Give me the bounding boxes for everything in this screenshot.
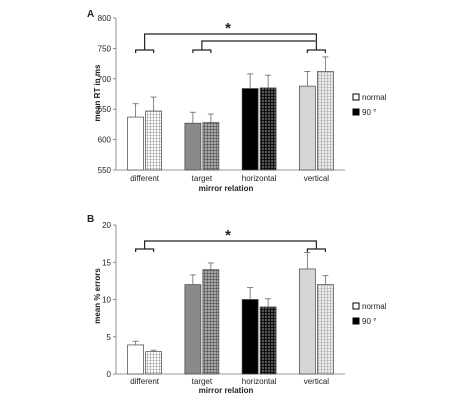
legend-a-90-label: 90 °: [362, 108, 376, 117]
panel-b-bars: [127, 240, 334, 375]
legend-b-normal-swatch: [352, 302, 360, 310]
bar-a-horizontal-90: [259, 87, 277, 171]
bar-a-different-normal: [127, 116, 144, 171]
panel-a-letter: A: [87, 9, 94, 20]
legend-b-90-label: 90 °: [362, 317, 376, 326]
panel-a-ylabel: mean RT in ms: [93, 64, 102, 121]
panel-a-legend: normal 90 °: [352, 93, 387, 117]
panel-b: B mean % errors mirror relation * 0 5 10 15…: [87, 214, 387, 395]
bar-b-horizontal-normal: [241, 299, 259, 375]
panel-b-category-labels: different target horizontal vertical: [130, 377, 329, 386]
legend-b-90-swatch: [352, 317, 360, 325]
panel-a-ytick-label: 750: [98, 44, 112, 53]
panel-a-ytick-label: 700: [98, 75, 112, 84]
category-label-vertical: vertical: [304, 377, 330, 386]
legend-a-normal-label: normal: [362, 93, 387, 102]
significance-bracket-inner: [201, 40, 316, 50]
category-label-different: different: [130, 377, 160, 386]
panel-b-ytick-label: 0: [107, 370, 112, 379]
category-label-horizontal: horizontal: [242, 377, 277, 386]
panel-a-xlabel: mirror relation: [199, 184, 254, 193]
panel-b-significance-star: *: [225, 227, 231, 244]
panel-a: A mean RT in ms mirror relation * 550 600…: [87, 9, 387, 193]
category-label-target: target: [192, 377, 213, 386]
category-label-target: target: [192, 174, 213, 183]
panel-a-category-labels: different target horizontal vertical: [130, 174, 329, 183]
significance-bracket-small-2: [306, 49, 326, 53]
bar-b-target-90: [202, 269, 220, 375]
panel-b-ytick-label: 20: [102, 221, 111, 230]
significance-bracket-small-0: [135, 49, 155, 53]
bar-b-vertical-90: [317, 284, 334, 375]
panel-b-xlabel: mirror relation: [199, 386, 254, 395]
panel-a-bars: [127, 33, 334, 171]
bar-a-horizontal-normal: [241, 88, 259, 171]
panel-b-ytick-label: 15: [102, 258, 111, 267]
bar-b-different-normal: [127, 344, 144, 375]
panel-b-ytick-label: 10: [102, 296, 111, 305]
panel-a-ytick-label: 550: [98, 166, 112, 175]
bar-a-target-normal: [184, 122, 202, 171]
category-label-different: different: [130, 174, 160, 183]
legend-a-normal-swatch: [352, 93, 360, 101]
bar-b-different-90: [145, 351, 162, 375]
bar-a-vertical-90: [317, 71, 334, 171]
bar-a-vertical-normal: [299, 85, 316, 171]
panel-a-ytick-label: 600: [98, 136, 112, 145]
legend-a-90-swatch: [352, 108, 360, 116]
bar-b-target-normal: [184, 284, 202, 375]
panel-a-significance-star: *: [225, 20, 231, 37]
category-label-vertical: vertical: [304, 174, 330, 183]
panel-a-ytick-label: 800: [98, 14, 112, 23]
bar-a-different-90: [145, 110, 162, 171]
panel-b-letter: B: [87, 214, 94, 225]
bar-b-horizontal-90: [259, 306, 277, 375]
bar-b-vertical-normal: [299, 268, 316, 375]
panel-b-ylabel: mean % errors: [93, 268, 102, 324]
significance-bracket-outer: [144, 33, 317, 50]
significance-bracket-small-b-0: [135, 248, 155, 252]
significance-bracket-small-1: [192, 49, 212, 53]
panel-b-ytick-label: 5: [107, 333, 112, 342]
significance-bracket-outer-b: [144, 240, 317, 249]
bar-a-target-90: [202, 122, 220, 171]
category-label-horizontal: horizontal: [242, 174, 277, 183]
panel-a-ytick-label: 650: [98, 105, 112, 114]
legend-b-normal-label: normal: [362, 302, 387, 311]
panel-b-legend: normal 90 °: [352, 302, 387, 326]
significance-bracket-small-b-1: [306, 248, 326, 252]
